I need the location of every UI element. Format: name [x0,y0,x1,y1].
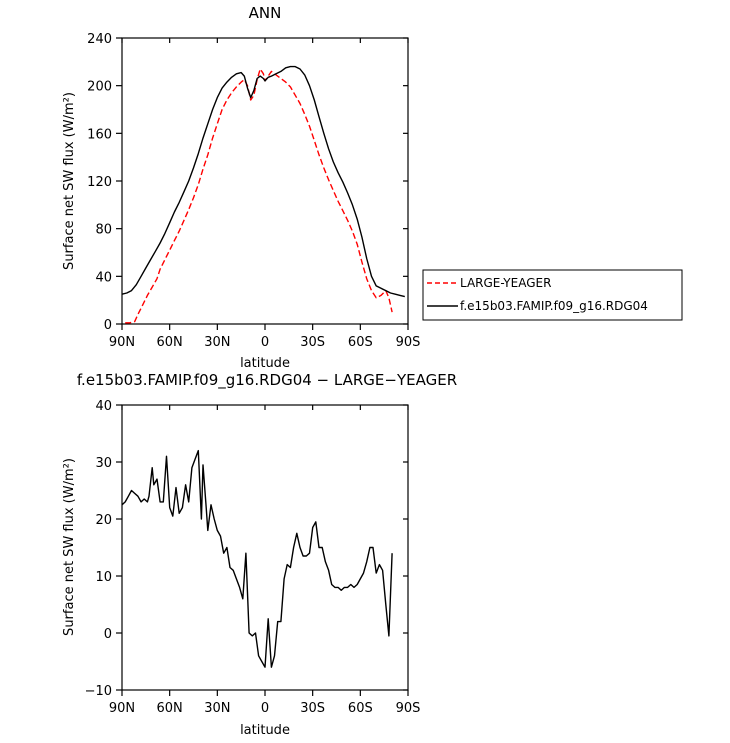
y-tick-label: 40 [95,270,112,285]
bottom-y-axis-label: Surface net SW flux (W/m²) [62,458,77,636]
y-tick-label: 30 [95,456,112,471]
x-tick-label: 90N [109,335,135,350]
top-y-axis-label: Surface net SW flux (W/m²) [62,92,77,270]
top-x-axis: 90N 60N 30N 0 30S 60S 90S [109,38,421,350]
series-line-difference [121,449,393,668]
x-tick-label: 30N [204,335,230,350]
x-tick-label: 30N [204,701,230,716]
bottom-x-axis-label: latitude [240,723,290,738]
y-tick-label: 240 [87,32,112,47]
y-tick-label: 80 [95,223,112,238]
legend-box [422,269,683,321]
top-chart-title: ANN [249,4,282,22]
x-tick-label: 0 [261,701,269,716]
bottom-x-axis: 90N 60N 30N 0 30S 60S 90S [109,405,421,716]
x-tick-label: 60N [157,335,183,350]
legend-label-rdg04: f.e15b03.FAMIP.f09_g16.RDG04 [460,299,648,313]
x-tick-label: 90S [396,701,421,716]
bottom-y-axis: −10 0 10 20 30 40 [85,399,408,699]
bottom-plot-frame [121,404,409,691]
y-tick-label: 160 [87,127,112,142]
x-tick-label: 90S [396,335,421,350]
bottom-series-group [121,449,393,668]
x-tick-label: 60S [348,701,373,716]
bottom-chart: f.e15b03.FAMIP.f09_g16.RDG04 − LARGE−YEA… [62,371,457,738]
x-tick-label: 60S [348,335,373,350]
legend: LARGE-YEAGER f.e15b03.FAMIP.f09_g16.RDG0… [422,269,683,321]
top-x-axis-label: latitude [240,356,290,371]
legend-label-large-yeager: LARGE-YEAGER [460,276,551,290]
x-tick-label: 30S [300,701,325,716]
top-y-axis: 0 40 80 120 160 200 240 [87,32,408,333]
bottom-chart-title: f.e15b03.FAMIP.f09_g16.RDG04 − LARGE−YEA… [77,371,457,390]
series-line-large-yeager [125,68,393,324]
y-tick-label: 20 [95,513,112,528]
y-tick-label: 10 [95,570,112,585]
y-tick-label: 120 [87,175,112,190]
top-series-group [121,65,405,324]
y-tick-label: −10 [85,684,112,699]
y-tick-label: 40 [95,399,112,414]
series-line-f-e15b03-famip-f09-g16-rdg04 [121,65,405,298]
x-tick-label: 90N [109,701,135,716]
y-tick-label: 0 [104,318,112,333]
x-tick-label: 0 [261,335,269,350]
x-tick-label: 60N [157,701,183,716]
x-tick-label: 30S [300,335,325,350]
y-tick-label: 200 [87,80,112,95]
y-tick-label: 0 [104,627,112,642]
